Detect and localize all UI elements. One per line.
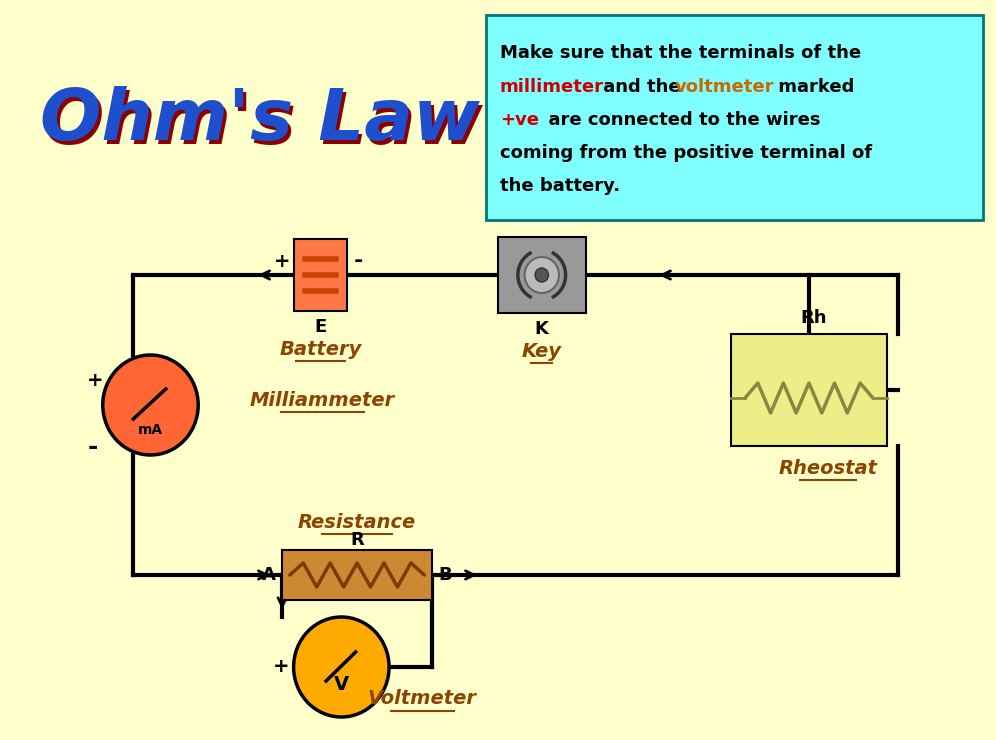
Circle shape [103,355,198,455]
Circle shape [525,257,559,293]
Text: Key: Key [522,341,562,360]
Text: and the: and the [597,78,687,96]
Text: Rheostat: Rheostat [779,459,877,477]
Text: K: K [535,320,549,338]
Text: +: + [87,371,104,389]
FancyBboxPatch shape [731,334,887,446]
Text: voltmeter: voltmeter [674,78,774,96]
Text: Milliammeter: Milliammeter [250,391,394,409]
Text: Rh: Rh [801,309,827,327]
Text: +: + [274,252,291,271]
Circle shape [535,268,549,282]
FancyBboxPatch shape [486,15,983,220]
Text: A: A [262,566,276,584]
FancyBboxPatch shape [282,550,432,600]
Text: +ve: +ve [500,111,539,129]
Text: B: B [438,566,452,584]
Text: E: E [314,318,327,336]
Text: are connected to the wires: are connected to the wires [536,111,821,129]
Text: Battery: Battery [279,340,362,358]
Text: Resistance: Resistance [298,513,416,531]
Circle shape [294,617,389,717]
Text: the battery.: the battery. [500,177,620,195]
Text: Ohm's Law: Ohm's Law [43,90,483,158]
Text: V: V [334,676,349,695]
Text: millimeter: millimeter [500,78,604,96]
Text: coming from the positive terminal of: coming from the positive terminal of [500,144,872,162]
Text: R: R [351,531,364,549]
FancyBboxPatch shape [498,237,586,313]
Text: -: - [354,251,364,271]
Text: Voltmeter: Voltmeter [368,690,477,708]
Text: -: - [397,657,407,677]
Text: Make sure that the terminals of the: Make sure that the terminals of the [500,44,861,62]
Text: -: - [88,435,99,459]
FancyBboxPatch shape [294,239,347,311]
Text: Ohm's Law: Ohm's Law [41,86,480,155]
Text: +: + [273,658,290,676]
Text: marked: marked [772,78,855,96]
Text: mA: mA [137,423,163,437]
